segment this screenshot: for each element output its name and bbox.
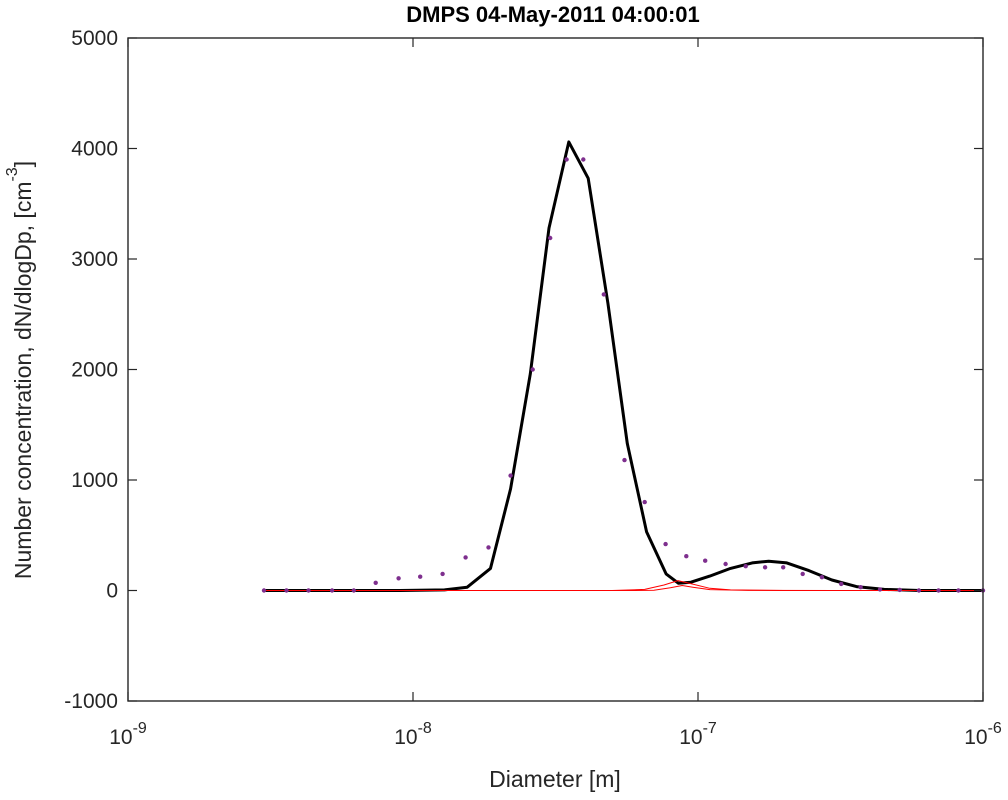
y-axis-label-close: ] [10,161,36,167]
measured-point [897,587,902,593]
y-tick-label: 4000 [71,138,118,161]
x-tick-label-exponent: -8 [418,720,432,737]
measured-point [622,457,627,463]
measured-point [703,558,708,563]
x-tick-label: 10-6 [964,720,1002,749]
x-tick-label: 10-8 [394,720,432,749]
x-tick-label: 10-7 [679,720,717,749]
measured-point [800,571,805,577]
measured-point [508,473,513,478]
measured-point [956,588,961,593]
measured-point [819,575,825,580]
measured-point [530,367,535,372]
measured-point [306,588,311,593]
x-tick-label-exponent: -7 [703,720,717,737]
x-axis: 10-9 10-8 10-7 10-6 [109,38,1002,749]
x-tick-label-exponent: -6 [988,720,1002,737]
measured-point [261,588,267,593]
measured-point [329,588,335,593]
y-axis: -1000 0 1000 2000 3000 4000 5000 [64,27,983,713]
x-tick-label: 10-9 [109,720,147,749]
measured-point [916,588,922,593]
measured-point [781,565,786,570]
measured-point [601,292,606,297]
measured-point [486,545,491,550]
measured-point [684,554,689,559]
measured-point [463,555,468,560]
measured-point [762,565,768,570]
y-tick-label: 5000 [71,27,118,50]
fit-line [264,140,983,592]
x-tick-label-exponent: -9 [133,720,147,737]
measured-point [839,581,844,587]
x-axis-label: Diameter [m] [489,766,621,792]
measured-point [351,588,356,593]
y-axis-label: Number concentration, dN/dlogDp, [cm-3] [4,161,36,579]
y-tick-label: 2000 [71,359,118,382]
measured-point [663,541,668,547]
y-tick-label: 3000 [71,248,118,271]
measured-point [936,588,941,593]
measured-point [581,157,586,162]
y-axis-label-main: Number concentration, dN/dlogDp, [cm [10,182,36,580]
axes-box [127,37,984,702]
measured-point [877,587,883,592]
measured-point [743,564,748,569]
measured-point [564,157,569,162]
y-tick-label: 1000 [71,469,118,492]
measured-point [858,585,863,590]
measured-point [284,588,289,593]
mode-line [264,585,983,591]
y-axis-label-exponent: -3 [4,167,21,181]
x-tick-label-base: 10 [679,726,702,749]
x-tick-label-base: 10 [964,726,987,749]
measured-point [440,571,445,577]
chart-title: DMPS 04-May-2011 04:00:01 [406,2,700,27]
plot-area [261,140,986,593]
measured-point [723,561,728,567]
x-tick-label-base: 10 [394,726,417,749]
x-tick-label-base: 10 [109,726,132,749]
measured-point [418,574,423,579]
measured-point [396,576,401,581]
measured-point [548,235,553,241]
measured-point [373,580,378,585]
y-tick-label: -1000 [64,690,118,713]
measured-point [642,499,647,505]
y-tick-label: 0 [106,580,118,603]
